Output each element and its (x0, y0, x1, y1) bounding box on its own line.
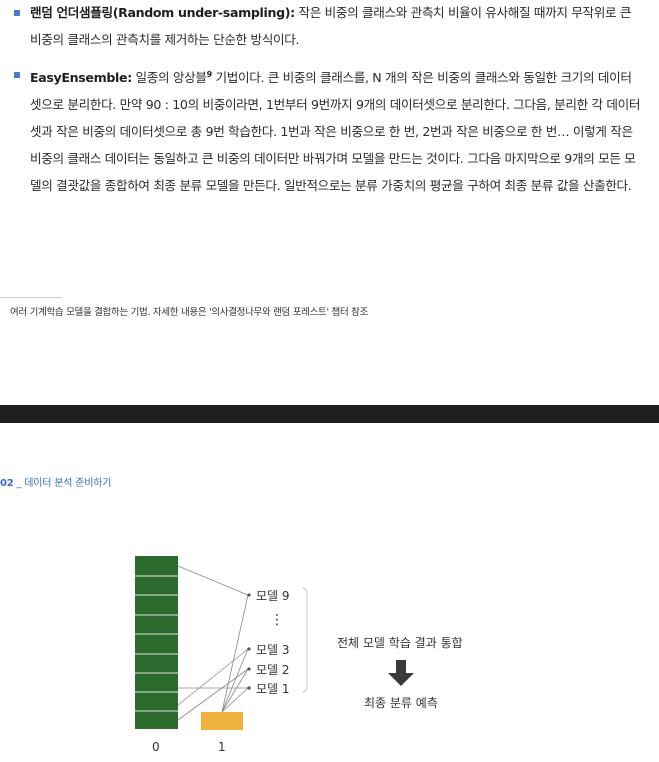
bullet-marker (14, 72, 20, 78)
down-arrow-icon (388, 660, 414, 686)
easyensemble-diagram: 모델 9 ⋮ 모델 3 모델 2 모델 1 전체 모델 학습 결과 통합 최종 … (135, 556, 463, 754)
connector-dot (247, 667, 251, 671)
x-label-1: 1 (218, 740, 226, 754)
final-prediction-label: 최종 분류 예측 (364, 696, 438, 710)
connector-dot (247, 593, 251, 597)
footnote-divider (0, 297, 62, 298)
paragraph-random-undersampling: 랜덤 언더샘플링(Random under-sampling): 작은 비중의 … (30, 0, 642, 53)
term-random-undersampling: 랜덤 언더샘플링(Random under-sampling): (30, 5, 295, 20)
paragraph-easyensemble: EasyEnsemble: 일종의 앙상블9 기법이다. 큰 비중의 클래스를,… (30, 61, 642, 199)
model-label: 모델 3 (256, 643, 290, 657)
connector-dot (247, 647, 251, 651)
running-head-separator: _ (13, 478, 25, 489)
connector-line (221, 648, 249, 713)
chapter-title: 데이터 분석 준비하기 (24, 478, 112, 489)
connector-dots (247, 593, 251, 690)
bullet-marker (14, 10, 20, 16)
connector-lines (177, 565, 249, 721)
x-label-0: 0 (152, 740, 160, 754)
page-top: 랜덤 언더샘플링(Random under-sampling): 작은 비중의 … (0, 0, 642, 318)
footnote-text: 여러 기계학습 모델을 결합하는 기법. 자세한 내용은 '의사결정나무와 랜덤… (10, 307, 368, 318)
connector-line (177, 565, 249, 596)
model-label: 모델 9 (256, 589, 290, 603)
combine-label: 전체 모델 학습 결과 통합 (337, 636, 463, 650)
class0-stack (135, 556, 178, 729)
connector-line (221, 668, 249, 713)
class1-block (201, 712, 243, 730)
term-easyensemble: EasyEnsemble: (30, 70, 132, 86)
easyensemble-description-a: 일종의 앙상블 (131, 70, 207, 86)
class0-block (135, 556, 178, 729)
footnote-reference[interactable]: 9 (206, 70, 213, 79)
connector-line (221, 687, 249, 713)
running-head: 02 _ 데이터 분석 준비하기 (0, 474, 111, 489)
page-bottom (0, 423, 659, 762)
page-separator (0, 405, 659, 423)
random-undersampling-description: 작은 비중의 클래스와 관측치 비율이 유사해질 때까지 무작위로 큰 비중의 … (30, 5, 632, 47)
connector-line (221, 594, 249, 713)
ellipsis-vertical: ⋮ (270, 612, 284, 628)
easyensemble-description-b: 기법이다. 큰 비중의 클래스를, N 개의 작은 비중의 클래스와 동일한 크… (30, 70, 641, 194)
chapter-number: 02 (0, 478, 14, 489)
connector-dot (247, 686, 251, 690)
model-label: 모델 1 (256, 682, 290, 696)
connector-line (177, 648, 249, 706)
model-label: 모델 2 (256, 663, 290, 677)
models-bracket (301, 587, 308, 693)
